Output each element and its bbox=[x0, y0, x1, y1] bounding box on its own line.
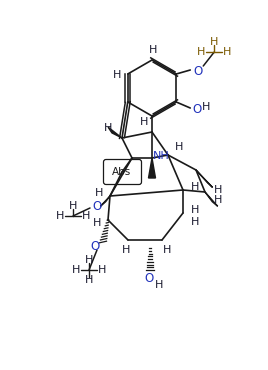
Text: O: O bbox=[144, 272, 154, 285]
Text: H: H bbox=[155, 280, 163, 290]
Text: H: H bbox=[98, 265, 106, 275]
Text: H: H bbox=[56, 211, 64, 221]
Text: H: H bbox=[210, 37, 218, 47]
Text: H: H bbox=[202, 102, 210, 112]
Text: H: H bbox=[140, 117, 148, 127]
Text: H: H bbox=[214, 195, 222, 205]
Polygon shape bbox=[205, 192, 218, 206]
Text: Abs: Abs bbox=[112, 167, 132, 177]
Text: H: H bbox=[104, 123, 112, 133]
Text: O: O bbox=[193, 102, 202, 115]
Text: H: H bbox=[197, 47, 206, 57]
Text: H: H bbox=[223, 47, 232, 57]
Text: H: H bbox=[191, 205, 199, 215]
Text: H: H bbox=[93, 218, 101, 228]
Text: H: H bbox=[214, 185, 222, 195]
Text: O: O bbox=[193, 64, 203, 77]
Text: H: H bbox=[95, 188, 103, 198]
Text: O: O bbox=[92, 199, 102, 212]
Text: H: H bbox=[191, 217, 199, 227]
Text: H: H bbox=[122, 245, 130, 255]
Text: H: H bbox=[72, 265, 80, 275]
Polygon shape bbox=[108, 127, 122, 138]
FancyBboxPatch shape bbox=[103, 159, 142, 185]
Text: H: H bbox=[69, 201, 77, 211]
Text: H: H bbox=[82, 211, 90, 221]
Text: H: H bbox=[85, 275, 93, 285]
Text: H: H bbox=[113, 70, 121, 80]
Polygon shape bbox=[196, 170, 213, 187]
Text: H: H bbox=[149, 45, 157, 55]
Text: H: H bbox=[163, 245, 171, 255]
Text: H: H bbox=[191, 182, 199, 192]
Text: H: H bbox=[175, 142, 183, 152]
Text: H: H bbox=[85, 255, 93, 265]
Polygon shape bbox=[100, 196, 110, 206]
Polygon shape bbox=[148, 158, 155, 178]
Text: NH: NH bbox=[152, 151, 169, 161]
Text: O: O bbox=[90, 240, 100, 253]
